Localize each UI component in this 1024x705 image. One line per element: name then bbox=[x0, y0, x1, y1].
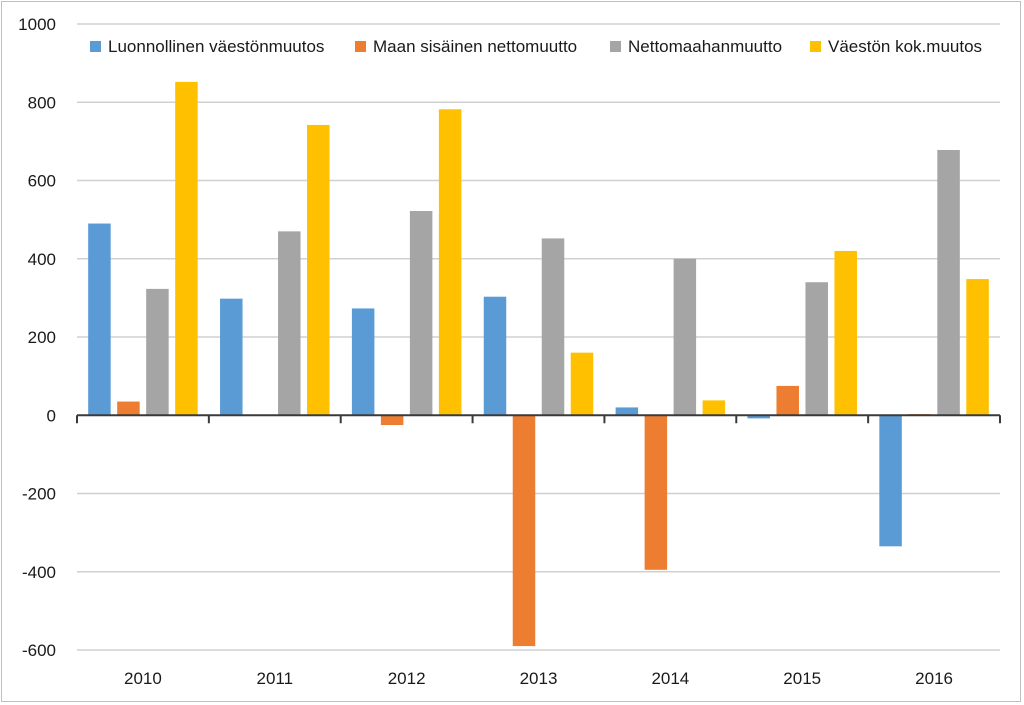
bar bbox=[702, 400, 726, 416]
bars bbox=[88, 81, 989, 647]
y-tick-label: 0 bbox=[47, 406, 56, 425]
y-tick-label: 1000 bbox=[18, 15, 56, 34]
bar bbox=[570, 352, 594, 416]
bar bbox=[117, 401, 140, 416]
bar bbox=[175, 81, 198, 416]
x-tick-label: 2012 bbox=[388, 669, 426, 688]
legend-label: Maan sisäinen nettomuutto bbox=[373, 37, 577, 56]
bar bbox=[879, 415, 902, 547]
x-tick-label: 2011 bbox=[257, 669, 294, 688]
bar bbox=[673, 258, 697, 416]
gridlines bbox=[77, 23, 1000, 651]
bar bbox=[146, 288, 169, 416]
x-tick-label: 2010 bbox=[124, 669, 162, 688]
bar bbox=[966, 279, 989, 416]
x-axis-tick-labels: 2010 2011 2012 2013 2014 2015 2016 bbox=[124, 669, 953, 688]
bar bbox=[615, 407, 639, 416]
y-tick-label: -600 bbox=[22, 641, 56, 660]
legend-swatch bbox=[90, 41, 101, 52]
legend-swatch bbox=[355, 41, 366, 52]
legend: Luonnollinen väestönmuutos Maan sisäinen … bbox=[90, 37, 982, 56]
bar bbox=[834, 250, 857, 416]
bar bbox=[307, 124, 330, 416]
bar bbox=[220, 298, 243, 416]
bar bbox=[937, 149, 960, 416]
y-tick-label: 400 bbox=[28, 250, 56, 269]
bar bbox=[278, 231, 301, 416]
y-tick-label: 600 bbox=[28, 172, 56, 191]
bar bbox=[541, 238, 565, 416]
bar bbox=[409, 211, 433, 416]
bar bbox=[351, 308, 375, 416]
bar bbox=[644, 415, 668, 570]
legend-label: Väestön kok.muutos bbox=[828, 37, 982, 56]
bar bbox=[747, 415, 770, 419]
bar bbox=[805, 282, 828, 416]
legend-swatch bbox=[810, 41, 821, 52]
y-tick-label: 800 bbox=[28, 93, 56, 112]
bar bbox=[483, 296, 507, 416]
bar bbox=[88, 223, 111, 416]
y-tick-label: -400 bbox=[22, 563, 56, 582]
legend-label: Nettomaahanmuutto bbox=[628, 37, 782, 56]
legend-swatch bbox=[610, 41, 621, 52]
bar bbox=[512, 415, 536, 647]
y-tick-label: 200 bbox=[28, 328, 56, 347]
x-tick-label: 2014 bbox=[651, 669, 689, 688]
y-axis-tick-labels: 1000 800 600 400 200 0 -200 -400 -600 bbox=[18, 15, 56, 660]
x-tick-label: 2016 bbox=[915, 669, 953, 688]
y-tick-label: -200 bbox=[22, 485, 56, 504]
bar bbox=[380, 415, 404, 426]
bar bbox=[776, 385, 799, 416]
legend-label: Luonnollinen väestönmuutos bbox=[108, 37, 324, 56]
bar bbox=[438, 109, 462, 416]
x-tick-label: 2015 bbox=[783, 669, 821, 688]
x-tick-label: 2013 bbox=[520, 669, 558, 688]
x-axis bbox=[76, 414, 1001, 424]
